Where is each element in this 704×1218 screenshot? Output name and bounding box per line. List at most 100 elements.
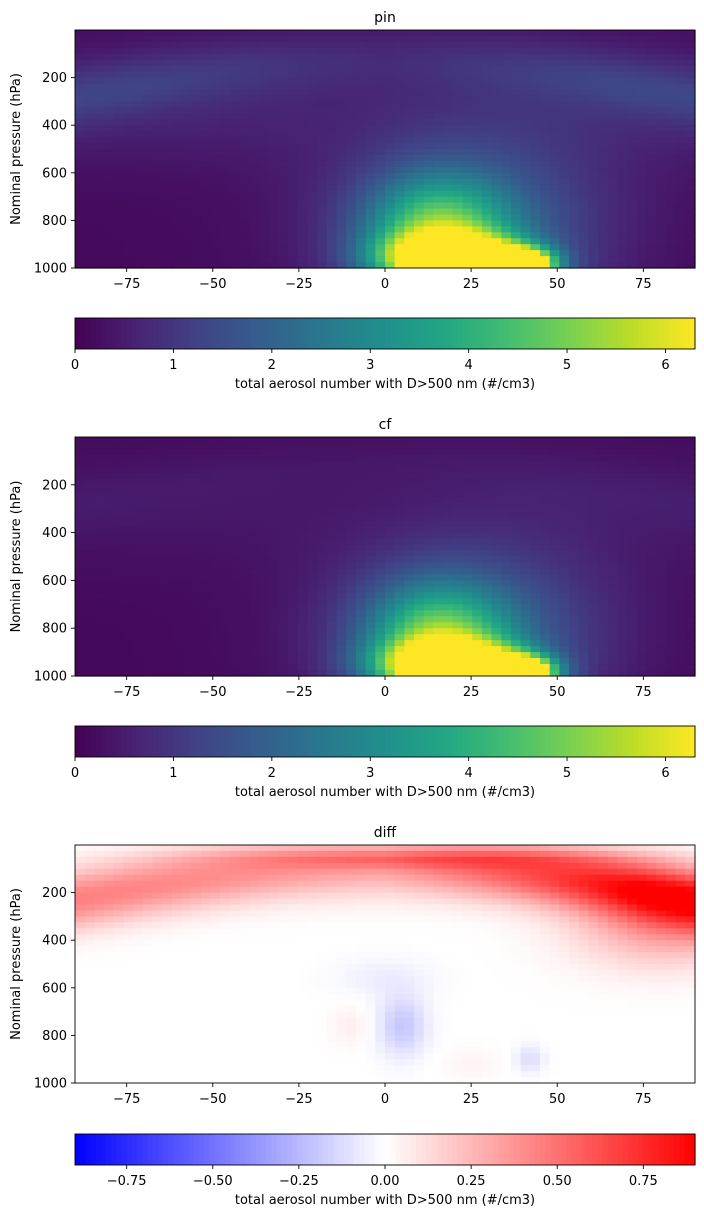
heatmap-cell: [665, 232, 677, 239]
colorbar-segment: [157, 318, 164, 349]
heatmap-cell: [656, 208, 667, 216]
heatmap-cell: [75, 592, 86, 599]
heatmap-cell: [133, 47, 144, 55]
heatmap-cell: [433, 508, 444, 516]
heatmap-cell: [414, 238, 425, 245]
heatmap-cell: [171, 532, 183, 540]
heatmap-cell: [259, 628, 270, 635]
heatmap-cell: [443, 131, 454, 138]
heatmap-cell: [249, 119, 260, 126]
heatmap-cell: [414, 184, 425, 192]
heatmap-cell: [317, 550, 328, 558]
heatmap-cell: [317, 53, 328, 61]
heatmap-cell: [685, 232, 696, 239]
heatmap-cell: [540, 478, 551, 486]
heatmap-cell: [230, 107, 241, 114]
heatmap-cell: [404, 59, 415, 67]
heatmap-cell: [414, 178, 425, 186]
heatmap-cell: [646, 610, 657, 617]
heatmap-cell: [578, 35, 590, 43]
heatmap-cell: [462, 532, 473, 540]
heatmap-cell: [317, 532, 328, 540]
heatmap-cell: [181, 592, 192, 599]
heatmap-cell: [355, 442, 367, 450]
heatmap-cell: [152, 89, 163, 97]
heatmap-cell: [578, 550, 590, 558]
heatmap-cell: [685, 610, 696, 617]
heatmap-cell: [210, 143, 221, 150]
heatmap-cell: [249, 250, 260, 257]
heatmap-cell: [326, 610, 338, 617]
heatmap-cell: [588, 178, 599, 186]
heatmap-cell: [617, 107, 628, 114]
heatmap-cell: [84, 472, 95, 480]
heatmap-cell: [181, 232, 192, 239]
heatmap-cell: [404, 622, 415, 629]
heatmap-cell: [598, 226, 609, 233]
heatmap-cell: [278, 184, 289, 192]
heatmap-cell: [617, 544, 628, 552]
heatmap-cell: [540, 526, 551, 534]
heatmap-cell: [200, 622, 212, 629]
heatmap-cell: [481, 580, 493, 587]
heatmap-cell: [433, 196, 444, 204]
heatmap-cell: [530, 610, 541, 617]
heatmap-cell: [627, 101, 638, 108]
heatmap-cell: [297, 478, 309, 486]
heatmap-cell: [200, 172, 212, 180]
heatmap-cell: [472, 178, 483, 186]
heatmap-cell: [627, 113, 638, 120]
heatmap-cell: [549, 622, 560, 629]
heatmap-cell: [104, 478, 115, 486]
heatmap-cell: [656, 478, 667, 486]
heatmap-cell: [656, 598, 667, 605]
heatmap-cell: [540, 125, 551, 132]
colorbar-segment: [111, 318, 117, 349]
heatmap-cell: [278, 574, 289, 581]
heatmap-cell: [75, 101, 86, 108]
heatmap-cell: [94, 454, 105, 462]
heatmap-cell: [394, 143, 405, 150]
heatmap-cell: [239, 89, 250, 97]
heatmap-cell: [123, 190, 134, 198]
heatmap-cell: [230, 41, 241, 49]
heatmap-cell: [646, 538, 657, 546]
heatmap-cell: [84, 59, 95, 67]
heatmap-cell: [200, 250, 212, 257]
heatmap-cell: [200, 610, 212, 617]
heatmap-cell: [326, 35, 338, 43]
heatmap-cell: [423, 149, 435, 156]
heatmap-cell: [646, 262, 657, 269]
heatmap-cell: [220, 544, 231, 552]
heatmap-cell: [404, 616, 415, 623]
heatmap-cell: [278, 137, 289, 144]
heatmap-cell: [336, 101, 347, 108]
heatmap-cell: [530, 520, 541, 528]
heatmap-cell: [191, 538, 202, 546]
heatmap-cell: [94, 514, 105, 522]
heatmap-cell: [627, 520, 638, 528]
heatmap-cell: [569, 568, 580, 576]
heatmap-cell: [220, 508, 231, 516]
heatmap-cell: [588, 454, 599, 462]
heatmap-cell: [297, 214, 309, 221]
heatmap-cell: [336, 454, 347, 462]
heatmap-cell: [113, 95, 125, 102]
heatmap-cell: [133, 586, 144, 593]
heatmap-cell: [278, 520, 289, 528]
colorbar-segment: [266, 318, 272, 349]
heatmap-cell: [569, 202, 580, 210]
heatmap-cell: [346, 250, 357, 257]
heatmap-cell: [259, 53, 270, 61]
heatmap-cell: [394, 101, 405, 108]
heatmap-cell: [443, 59, 454, 67]
heatmap-cell: [646, 604, 657, 611]
heatmap-cell: [162, 208, 173, 216]
heatmap-cell: [259, 202, 270, 210]
heatmap-cell: [278, 101, 289, 108]
heatmap-cell: [355, 71, 367, 79]
heatmap-cell: [94, 437, 105, 444]
heatmap-cell: [259, 604, 270, 611]
heatmap-cell: [123, 514, 134, 522]
heatmap-cell: [84, 598, 95, 605]
